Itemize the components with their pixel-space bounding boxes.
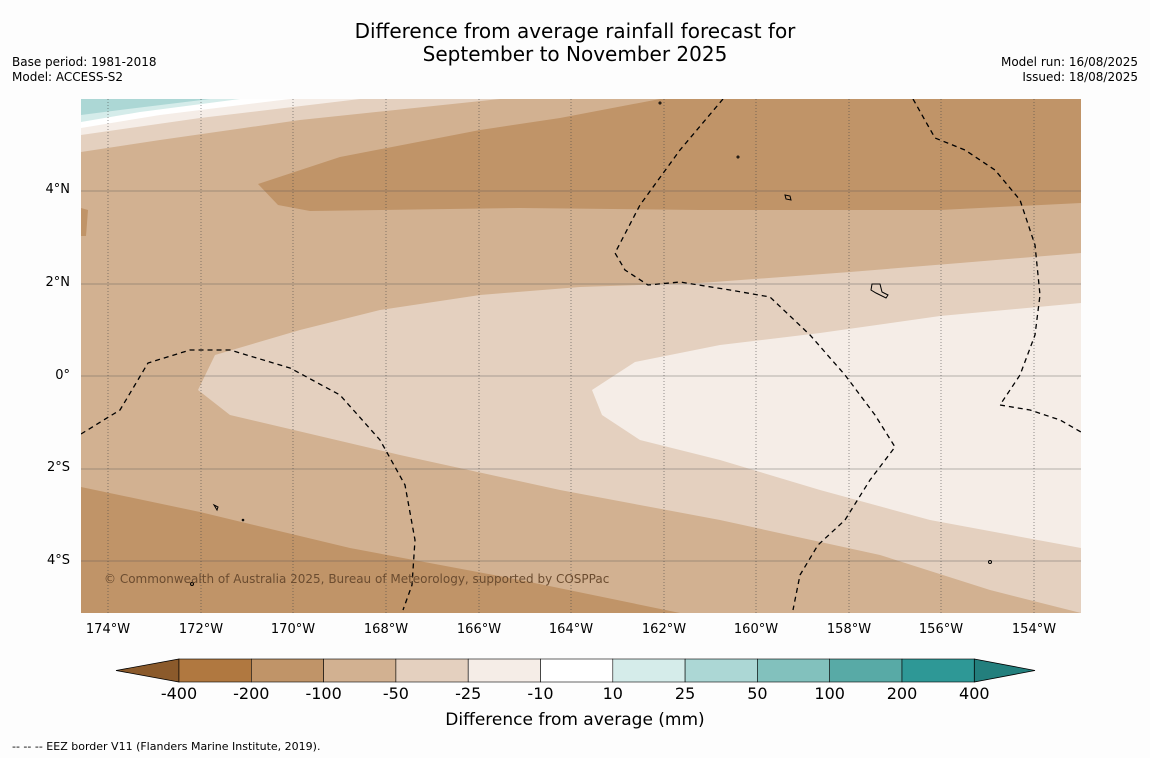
colorbar-tick-label: 10 xyxy=(602,684,623,703)
field-north-dry-band xyxy=(258,99,1081,211)
colorbar-tick-label: 400 xyxy=(959,684,990,703)
lat-label-4n: 4°N xyxy=(45,182,71,197)
colorbar-title: Difference from average (mm) xyxy=(445,710,705,730)
colorbar-extend-high xyxy=(973,658,1036,683)
colorbar-tick-label: -25 xyxy=(455,684,482,703)
lon-label-174w: 174°W xyxy=(85,622,131,637)
lat-label-4s: 4°S xyxy=(46,553,70,568)
field-nw-wet-2 xyxy=(81,99,210,115)
lon-label-158w: 158°W xyxy=(826,622,872,637)
colorbar-segment xyxy=(757,658,831,683)
colorbar-tick-label: 25 xyxy=(674,684,696,703)
colorbar-extend-low xyxy=(115,658,180,683)
lon-label-162w: 162°W xyxy=(641,622,687,637)
lon-label-164w: 164°W xyxy=(548,622,594,637)
model-text: Model: ACCESS-S2 xyxy=(12,70,124,84)
lon-label-170w: 170°W xyxy=(270,622,316,637)
base-period-text: Base period: 1981-2018 xyxy=(12,55,157,69)
footer-legend: -- -- -- EEZ border V11 (Flanders Marine… xyxy=(12,740,321,753)
field-south-dry-band xyxy=(81,487,680,613)
colorbar xyxy=(115,658,1036,683)
eez-borders xyxy=(81,99,1081,611)
meta-right: Model run: 16/08/2025 Issued: 18/08/2025 xyxy=(1001,55,1138,85)
colorbar-tick-label: -10 xyxy=(527,684,554,703)
chart-title: Difference from average rainfall forecas… xyxy=(0,20,1150,66)
colorbar-segment xyxy=(395,658,469,683)
lon-label-172w: 172°W xyxy=(178,622,224,637)
issued-text: Issued: 18/08/2025 xyxy=(1022,70,1138,84)
lat-label-2s: 2°S xyxy=(46,460,70,475)
colorbar-segment xyxy=(684,658,758,683)
lon-label-154w: 154°W xyxy=(1011,622,1057,637)
colorbar-segment xyxy=(901,658,975,683)
colorbar-segment xyxy=(178,658,252,683)
title-line-1: Difference from average rainfall forecas… xyxy=(354,19,796,43)
islands xyxy=(190,101,992,586)
grid-lines xyxy=(81,190,1081,562)
colorbar-segment xyxy=(612,658,686,683)
colorbar-tick-label: -400 xyxy=(160,684,198,703)
colorbar-segment xyxy=(323,658,397,683)
lon-label-160w: 160°W xyxy=(733,622,779,637)
lon-label-168w: 168°W xyxy=(363,622,409,637)
lat-label-0: 0° xyxy=(55,368,70,383)
copyright-text: © Commonwealth of Australia 2025, Bureau… xyxy=(104,572,610,586)
colorbar-tick-label: 100 xyxy=(814,684,845,703)
colorbar-tick-label: 50 xyxy=(747,684,768,703)
rainfall-field xyxy=(81,99,1081,613)
colorbar-segment xyxy=(829,658,903,683)
lon-label-156w: 156°W xyxy=(918,622,964,637)
lat-label-2n: 2°N xyxy=(45,275,71,290)
colorbar-tick-label: -100 xyxy=(305,684,342,703)
lon-label-166w: 166°W xyxy=(456,622,502,637)
colorbar-tick-label: -200 xyxy=(233,684,270,703)
colorbar-segment xyxy=(251,658,324,683)
colorbar-tick-label: -50 xyxy=(382,684,409,703)
meta-left: Base period: 1981-2018 Model: ACCESS-S2 xyxy=(12,55,157,85)
colorbar-segment xyxy=(540,658,614,683)
colorbar-tick-label: 200 xyxy=(886,684,918,703)
field-east-band xyxy=(592,303,1081,548)
title-line-2: September to November 2025 xyxy=(422,42,728,66)
model-run-text: Model run: 16/08/2025 xyxy=(1000,55,1138,69)
field-west-blob xyxy=(81,208,88,236)
colorbar-segment xyxy=(467,658,541,683)
